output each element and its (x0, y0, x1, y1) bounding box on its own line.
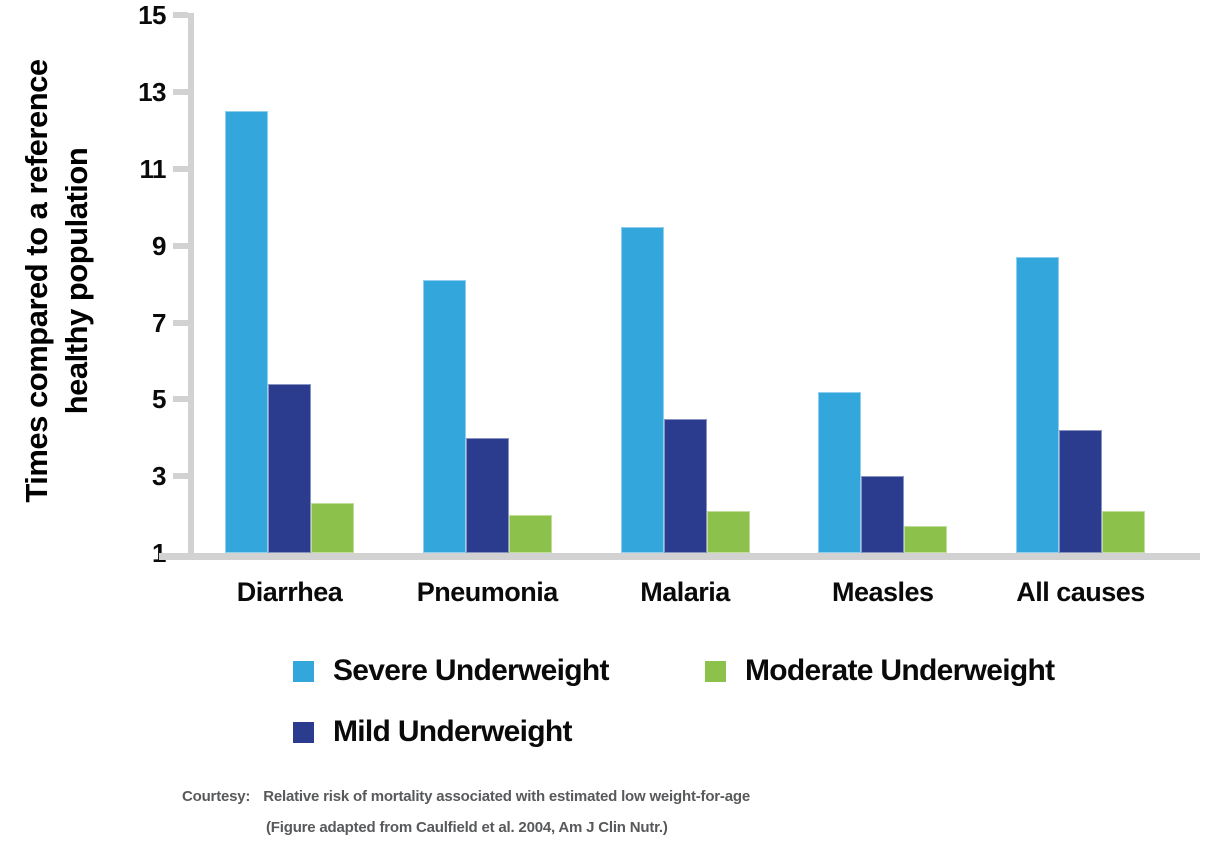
legend-label-severe-underweight: Severe Underweight (333, 654, 610, 687)
bar-mild-underweight-measles (861, 476, 905, 553)
caption: Courtesy: Relative risk of mortality asso… (182, 781, 750, 843)
bar-moderate-underweight-measles (904, 526, 948, 553)
caption-text: Relative risk of mortality associated wi… (263, 788, 750, 805)
bar-severe-underweight-diarrhea (225, 111, 268, 553)
y-tick-mark-13 (173, 89, 188, 96)
y-tick-label-15: 15 (138, 0, 166, 31)
bar-moderate-underweight-all-causes (1102, 510, 1145, 553)
legend-swatch-moderate-underweight (705, 660, 726, 682)
y-tick-label-9: 9 (152, 230, 166, 261)
y-tick-mark-11 (173, 166, 188, 172)
bar-moderate-underweight-diarrhea (311, 503, 354, 553)
bar-moderate-underweight-pneumonia (508, 514, 552, 553)
bar-severe-underweight-pneumonia (422, 280, 466, 553)
x-label-all-causes: All causes (1016, 577, 1145, 607)
caption-line1: Courtesy: Relative risk of mortality asso… (182, 781, 750, 812)
legend-item-moderate-underweight: Moderate Underweight (705, 654, 1055, 687)
bar-mild-underweight-malaria (663, 418, 707, 553)
legend-label-moderate-underweight: Moderate Underweight (745, 654, 1055, 687)
bar-mild-underweight-all-causes (1059, 430, 1102, 553)
bar-moderate-underweight-malaria (706, 510, 750, 553)
x-label-measles: Measles (831, 577, 934, 607)
y-tick-mark-7 (173, 319, 188, 326)
y-tick-label-13: 13 (138, 77, 166, 108)
y-tick-mark-5 (173, 396, 188, 403)
y-tick-mark-15 (173, 12, 188, 19)
y-axis-title: Times compared to a reference healthy po… (17, 0, 97, 562)
x-axis-line (159, 553, 1200, 560)
y-tick-label-11: 11 (139, 154, 167, 184)
caption-prefix: Courtesy: (182, 788, 251, 805)
legend-swatch-mild-underweight (293, 721, 314, 743)
y-tick-label-3: 3 (152, 461, 166, 492)
legend-swatch-severe-underweight (293, 660, 314, 682)
bar-mild-underweight-diarrhea (268, 384, 311, 553)
bar-severe-underweight-measles (818, 391, 862, 553)
x-label-diarrhea: Diarrhea (236, 577, 343, 607)
bar-mild-underweight-pneumonia (465, 437, 509, 553)
y-tick-label-5: 5 (152, 384, 166, 415)
legend-item-mild-underweight: Mild Underweight (293, 715, 572, 748)
bar-severe-underweight-malaria (620, 226, 664, 553)
y-tick-mark-3 (173, 473, 188, 480)
y-axis-title-line1: Times compared to a reference (19, 59, 54, 503)
bar-severe-underweight-all-causes (1016, 257, 1059, 553)
caption-line2: (Figure adapted from Caulfield et al. 20… (266, 819, 668, 836)
y-axis-title-line2: healthy population (59, 147, 94, 415)
x-label-pneumonia: Pneumonia (416, 577, 559, 607)
y-tick-label-7: 7 (152, 307, 166, 338)
legend-label-mild-underweight: Mild Underweight (333, 715, 572, 748)
legend-item-severe-underweight: Severe Underweight (293, 654, 610, 687)
y-tick-mark-9 (173, 242, 188, 249)
x-label-malaria: Malaria (640, 577, 730, 607)
y-axis-line (188, 13, 194, 560)
